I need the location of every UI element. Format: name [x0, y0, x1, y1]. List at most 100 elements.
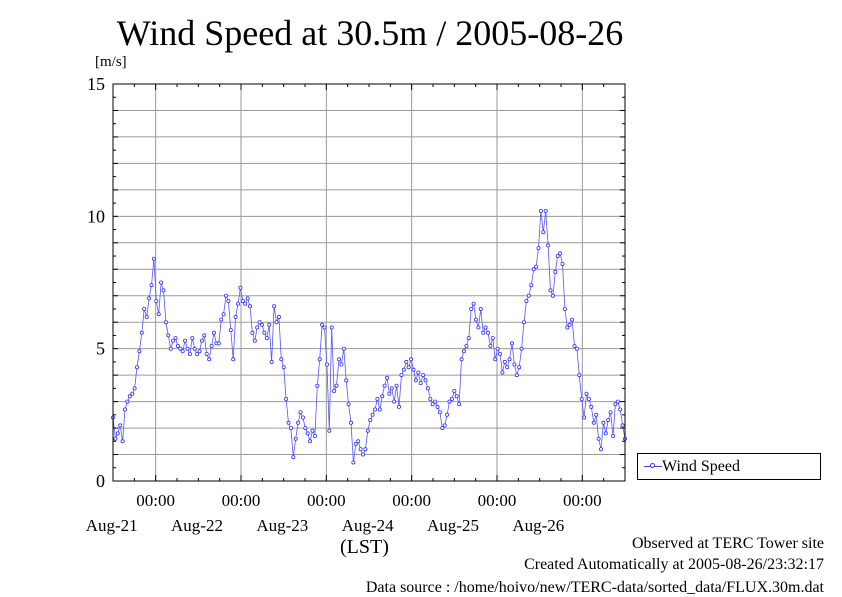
legend-label-wind-speed: Wind Speed — [662, 458, 741, 475]
data-point — [449, 396, 454, 401]
data-point — [348, 420, 353, 425]
data-point — [118, 423, 123, 428]
data-point — [471, 301, 476, 306]
data-point — [226, 298, 231, 303]
data-point — [440, 426, 445, 431]
data-point — [526, 293, 531, 298]
data-point — [546, 243, 551, 248]
data-point — [161, 288, 166, 293]
data-point — [332, 388, 337, 393]
data-point — [611, 433, 616, 438]
data-point — [312, 433, 317, 438]
data-point — [534, 264, 539, 269]
footer-source: Data source : /home/hoivo/new/TERC-data/… — [365, 579, 824, 596]
data-point — [192, 346, 197, 351]
data-point — [334, 383, 339, 388]
data-point — [341, 346, 346, 351]
data-point — [560, 261, 565, 266]
data-point — [411, 367, 416, 372]
data-point — [308, 439, 313, 444]
data-point — [543, 208, 548, 213]
data-point — [447, 399, 452, 404]
data-point — [247, 304, 252, 309]
data-point — [512, 362, 517, 367]
data-point — [250, 330, 255, 335]
data-point — [384, 375, 389, 380]
legend-marker-swatch — [650, 463, 655, 468]
data-point — [163, 320, 168, 325]
data-point — [351, 460, 356, 465]
data-point — [476, 325, 481, 330]
data-point — [375, 396, 380, 401]
data-point — [591, 420, 596, 425]
data-point — [211, 330, 216, 335]
data-point — [262, 330, 267, 335]
data-point — [317, 357, 322, 362]
data-point — [425, 386, 430, 391]
x-tick-date-label: Aug-23 — [256, 516, 308, 535]
x-tick-date-label: Aug-21 — [86, 516, 138, 535]
data-point — [197, 349, 202, 354]
data-point — [574, 346, 579, 351]
data-point — [404, 359, 409, 364]
data-point — [233, 314, 238, 319]
data-point — [322, 325, 327, 330]
x-tick-hour-label: 00:00 — [392, 491, 431, 510]
data-point — [202, 333, 207, 338]
data-point — [180, 349, 185, 354]
data-point — [293, 436, 298, 441]
data-point — [428, 396, 433, 401]
data-point — [495, 346, 500, 351]
data-point — [259, 322, 264, 327]
data-point — [156, 312, 161, 317]
data-point — [183, 338, 188, 343]
data-point — [368, 418, 373, 423]
data-point — [125, 399, 130, 404]
data-point — [445, 412, 450, 417]
data-point — [274, 320, 279, 325]
data-point — [618, 407, 623, 412]
data-point — [380, 394, 385, 399]
y-tick-label: 0 — [96, 471, 105, 491]
data-point — [481, 330, 486, 335]
data-point — [490, 336, 495, 341]
data-point — [310, 428, 315, 433]
data-point — [142, 306, 147, 311]
data-point — [272, 304, 277, 309]
data-point — [567, 322, 572, 327]
data-point — [454, 394, 459, 399]
x-tick-date-label: Aug-22 — [171, 516, 223, 535]
data-point — [509, 341, 514, 346]
data-point — [315, 383, 320, 388]
data-point — [409, 357, 414, 362]
data-point — [584, 391, 589, 396]
data-point — [267, 322, 272, 327]
data-point — [464, 343, 469, 348]
data-point — [437, 410, 442, 415]
data-point — [130, 391, 135, 396]
data-point — [279, 357, 284, 362]
data-point — [166, 333, 171, 338]
data-point — [457, 402, 462, 407]
data-point — [151, 256, 156, 261]
data-point — [339, 362, 344, 367]
chart-title: Wind Speed at 30.5m / 2005-08-26 — [116, 13, 624, 53]
data-point — [423, 378, 428, 383]
data-point — [541, 230, 546, 235]
data-point — [243, 301, 248, 306]
data-point — [565, 325, 570, 330]
data-point — [413, 378, 418, 383]
data-point — [570, 317, 575, 322]
data-point — [531, 267, 536, 272]
data-point — [433, 399, 438, 404]
data-point — [147, 296, 152, 301]
data-point — [139, 330, 144, 335]
grid-lines — [113, 84, 625, 481]
data-point — [473, 317, 478, 322]
x-tick-date-label: Aug-26 — [512, 516, 564, 535]
data-point — [522, 320, 527, 325]
axis-ticks — [112, 83, 626, 482]
data-point — [478, 306, 483, 311]
data-point — [396, 404, 401, 409]
data-point — [555, 253, 560, 258]
